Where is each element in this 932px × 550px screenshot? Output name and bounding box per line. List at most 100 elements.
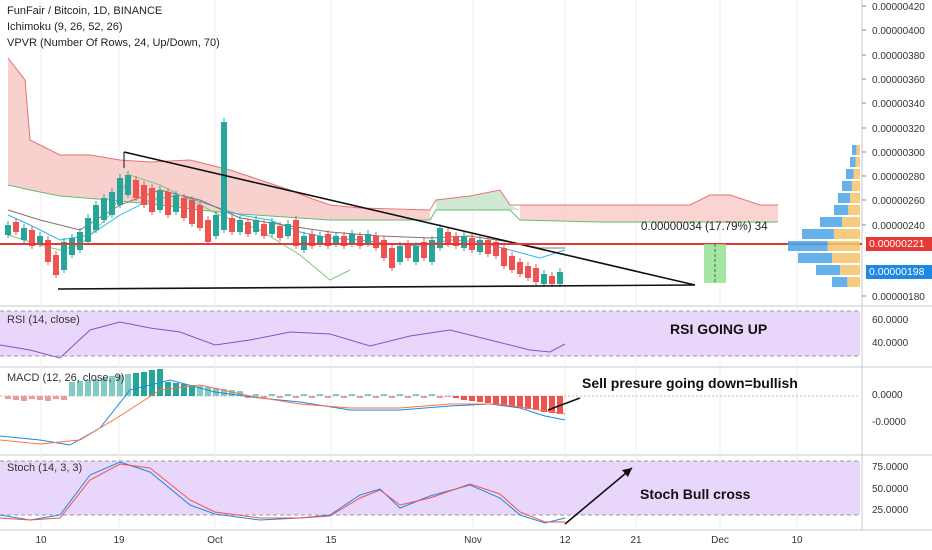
candle-body	[533, 268, 539, 282]
macd-histogram-bar	[253, 394, 259, 396]
candle-body	[5, 225, 11, 235]
macd-histogram-bar	[149, 370, 155, 396]
candle-body	[165, 192, 171, 215]
stoch-arrow	[564, 467, 633, 525]
time-tick-label: Nov	[464, 535, 482, 546]
candle-body	[501, 248, 507, 266]
candle-body	[37, 236, 43, 244]
macd-tick-label: 0.0000	[872, 390, 903, 401]
rsi-tick-label: 60.0000	[872, 315, 909, 326]
vpvr-bar-up	[846, 169, 854, 179]
candle-body	[205, 220, 211, 242]
candle-body	[61, 242, 67, 270]
price-tick-label: 0.00000360	[872, 75, 925, 86]
candle-body	[245, 222, 251, 234]
macd-histogram-bar	[509, 396, 515, 407]
candle-body	[509, 256, 515, 270]
macd-histogram-bar	[397, 394, 403, 396]
macd-histogram-bar	[381, 394, 387, 396]
macd-histogram-bar	[277, 396, 283, 398]
signal-line	[0, 384, 566, 445]
candle-body	[445, 232, 451, 244]
time-tick-label: 10	[791, 535, 803, 546]
macd-histogram-bar	[109, 376, 115, 396]
vpvr-bar-down	[833, 229, 860, 239]
candle-body	[93, 205, 99, 230]
vpvr-bar-down	[842, 217, 860, 227]
candle-body	[53, 255, 59, 275]
candle-body	[285, 224, 291, 236]
macd-histogram-bar	[269, 394, 275, 396]
lower-trendline	[57, 284, 696, 290]
vpvr-bar-up	[850, 157, 856, 167]
macd-histogram-bar	[77, 381, 83, 396]
price-tick-label: 0.00000260	[872, 196, 925, 207]
candle-body	[365, 234, 371, 244]
macd-histogram-bar	[541, 396, 547, 412]
candle-body	[117, 178, 123, 205]
macd-histogram-bar	[301, 394, 307, 396]
vpvr-bar-up	[816, 265, 841, 275]
macd-histogram-bar	[501, 396, 507, 406]
candle-body	[557, 272, 563, 284]
candle-body	[453, 236, 459, 246]
macd-annotation: Sell presure going down=bullish	[582, 375, 798, 391]
macd-histogram-bar	[197, 386, 203, 396]
macd-histogram-bar	[533, 396, 539, 410]
candle-body	[157, 190, 163, 210]
rsi-annotation: RSI GOING UP	[670, 321, 768, 337]
candle-body	[341, 236, 347, 246]
time-tick-label: 21	[630, 535, 642, 546]
time-tick-label: Oct	[207, 535, 223, 546]
candle-body	[541, 274, 547, 284]
vpvr-bar-up	[788, 241, 828, 251]
macd-histogram-bar	[21, 396, 27, 401]
vpvr-bar-down	[827, 241, 860, 251]
vpvr-legend[interactable]: VPVR (Number Of Rows, 24, Up/Down, 70)	[7, 37, 220, 49]
macd-histogram-bar	[61, 396, 67, 400]
time-tick-label: 12	[559, 535, 571, 546]
macd-histogram-bar	[317, 394, 323, 396]
candle-body	[253, 220, 259, 232]
macd-histogram-bar	[357, 396, 363, 398]
candle-body	[309, 234, 315, 246]
macd-histogram-bar	[85, 380, 91, 396]
kumo-red-cloud	[8, 58, 430, 220]
macd-histogram-bar	[461, 396, 467, 400]
macd-histogram-bar	[453, 396, 459, 398]
macd-histogram-bar	[261, 396, 267, 398]
macd-histogram-bar	[493, 396, 499, 404]
candle-body	[133, 180, 139, 198]
macd-histogram-bar	[293, 396, 299, 398]
time-tick-label: 10	[35, 535, 47, 546]
candle-body	[181, 198, 187, 218]
macd-histogram-bar	[117, 375, 123, 396]
price-tick-label: 0.00000340	[872, 99, 925, 110]
vpvr-bar-up	[798, 253, 833, 263]
stoch-tick-label: 50.0000	[872, 484, 909, 495]
rsi-tick-label: 40.0000	[872, 338, 909, 349]
candle-body	[213, 215, 219, 236]
candle-body	[237, 220, 243, 232]
vpvr-bar-down	[853, 169, 860, 179]
stoch-annotation: Stoch Bull cross	[640, 486, 751, 502]
vpvr-bar-up	[842, 181, 852, 191]
rsi-legend[interactable]: RSI (14, close)	[7, 314, 80, 326]
price-tick-label: 0.00000320	[872, 124, 925, 135]
vpvr-bar-up	[832, 277, 848, 287]
macd-line	[0, 379, 566, 446]
stoch-legend[interactable]: Stoch (14, 3, 3)	[7, 462, 83, 474]
macd-histogram-bar	[205, 387, 211, 396]
macd-histogram-bar	[5, 396, 11, 399]
vpvr-bar-up	[852, 145, 857, 155]
macd-histogram-bar	[413, 394, 419, 396]
candle-body	[429, 240, 435, 262]
candle-body	[101, 198, 107, 220]
macd-histogram-bar	[13, 396, 19, 400]
macd-histogram-bar	[389, 396, 395, 398]
price-tick-label: 0.00000280	[872, 172, 925, 183]
ichimoku-legend[interactable]: Ichimoku (9, 26, 52, 26)	[7, 21, 123, 33]
stoch-tick-label: 75.0000	[872, 462, 909, 473]
macd-legend[interactable]: MACD (12, 26, close, 9)	[7, 372, 125, 384]
